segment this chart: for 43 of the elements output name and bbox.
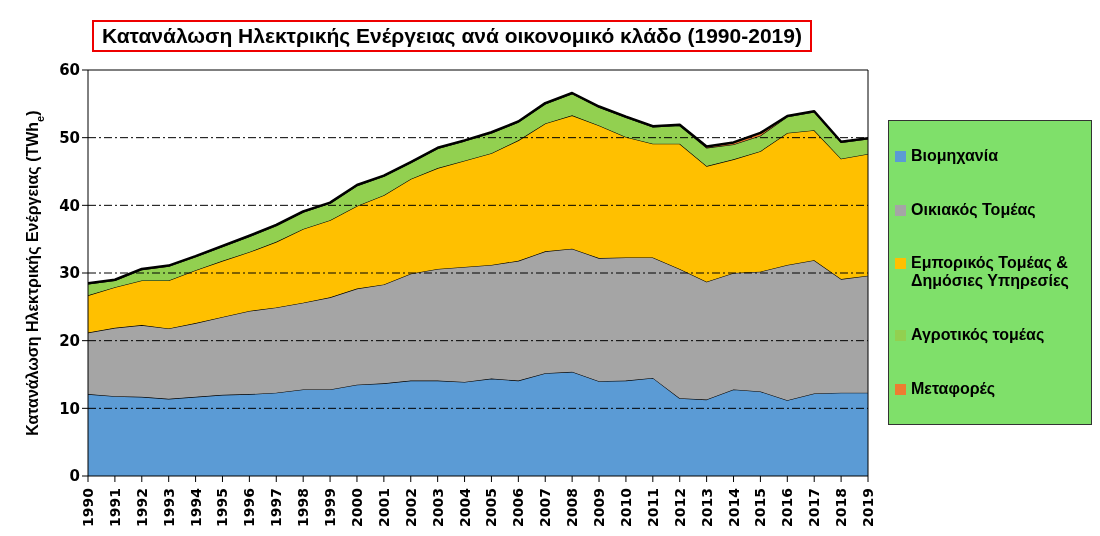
x-tick-label: 2003	[429, 488, 446, 527]
x-tick-label: 2010	[617, 487, 634, 527]
x-tick-label: 1995	[214, 488, 231, 527]
legend-label: Αγροτικός τομέας	[911, 326, 1045, 345]
x-tick-label: 2008	[564, 488, 581, 527]
x-tick-label: 2009	[591, 488, 608, 527]
x-tick-label: 2019	[860, 488, 876, 527]
x-tick-label: 1992	[133, 488, 150, 527]
y-tick-label: 0	[69, 467, 80, 486]
x-tick-label: 2007	[537, 488, 554, 527]
x-tick-label: 1998	[295, 488, 312, 527]
x-tick-label: 2002	[402, 488, 419, 527]
x-tick-label: 2012	[671, 488, 688, 527]
x-tick-label: 1996	[241, 488, 258, 527]
y-tick-label: 60	[59, 61, 80, 80]
legend-label: Βιομηχανία	[911, 146, 998, 165]
x-tick-label: 1999	[322, 488, 339, 527]
x-tick-label: 2006	[510, 488, 527, 527]
x-tick-label: 2000	[348, 487, 365, 527]
x-tick-label: 2001	[375, 488, 392, 527]
y-tick-label: 10	[59, 399, 80, 418]
x-tick-label: 2018	[833, 488, 850, 527]
legend-label: Μεταφορές	[911, 380, 996, 399]
x-tick-label: 2014	[725, 487, 742, 527]
x-tick-label: 1993	[160, 488, 177, 527]
y-tick-label: 50	[59, 128, 80, 147]
y-tick-label: 20	[59, 331, 80, 350]
legend-label: Οικιακός Τομέας	[911, 200, 1036, 219]
x-tick-label: 2011	[644, 488, 661, 527]
x-tick-label: 1990	[80, 487, 96, 527]
x-tick-label: 2013	[698, 488, 715, 527]
x-tick-label: 1991	[106, 488, 123, 527]
x-tick-label: 2017	[806, 488, 823, 527]
legend-label: Εμπορικός Τομέας & Δημόσιες Υπηρεσίες	[911, 254, 1070, 291]
x-tick-label: 1997	[268, 488, 285, 527]
x-tick-label: 1994	[187, 487, 204, 527]
x-tick-label: 2005	[483, 488, 500, 527]
chart-title: Κατανάλωση Ηλεκτρικής Ενέργειας ανά οικονομικό κλάδο (1990-2019)	[92, 20, 812, 52]
x-tick-label: 2016	[779, 488, 796, 527]
x-tick-label: 2004	[456, 487, 473, 527]
y-tick-label: 30	[59, 264, 80, 283]
y-tick-label: 40	[59, 196, 80, 215]
x-tick-label: 2015	[752, 488, 769, 527]
